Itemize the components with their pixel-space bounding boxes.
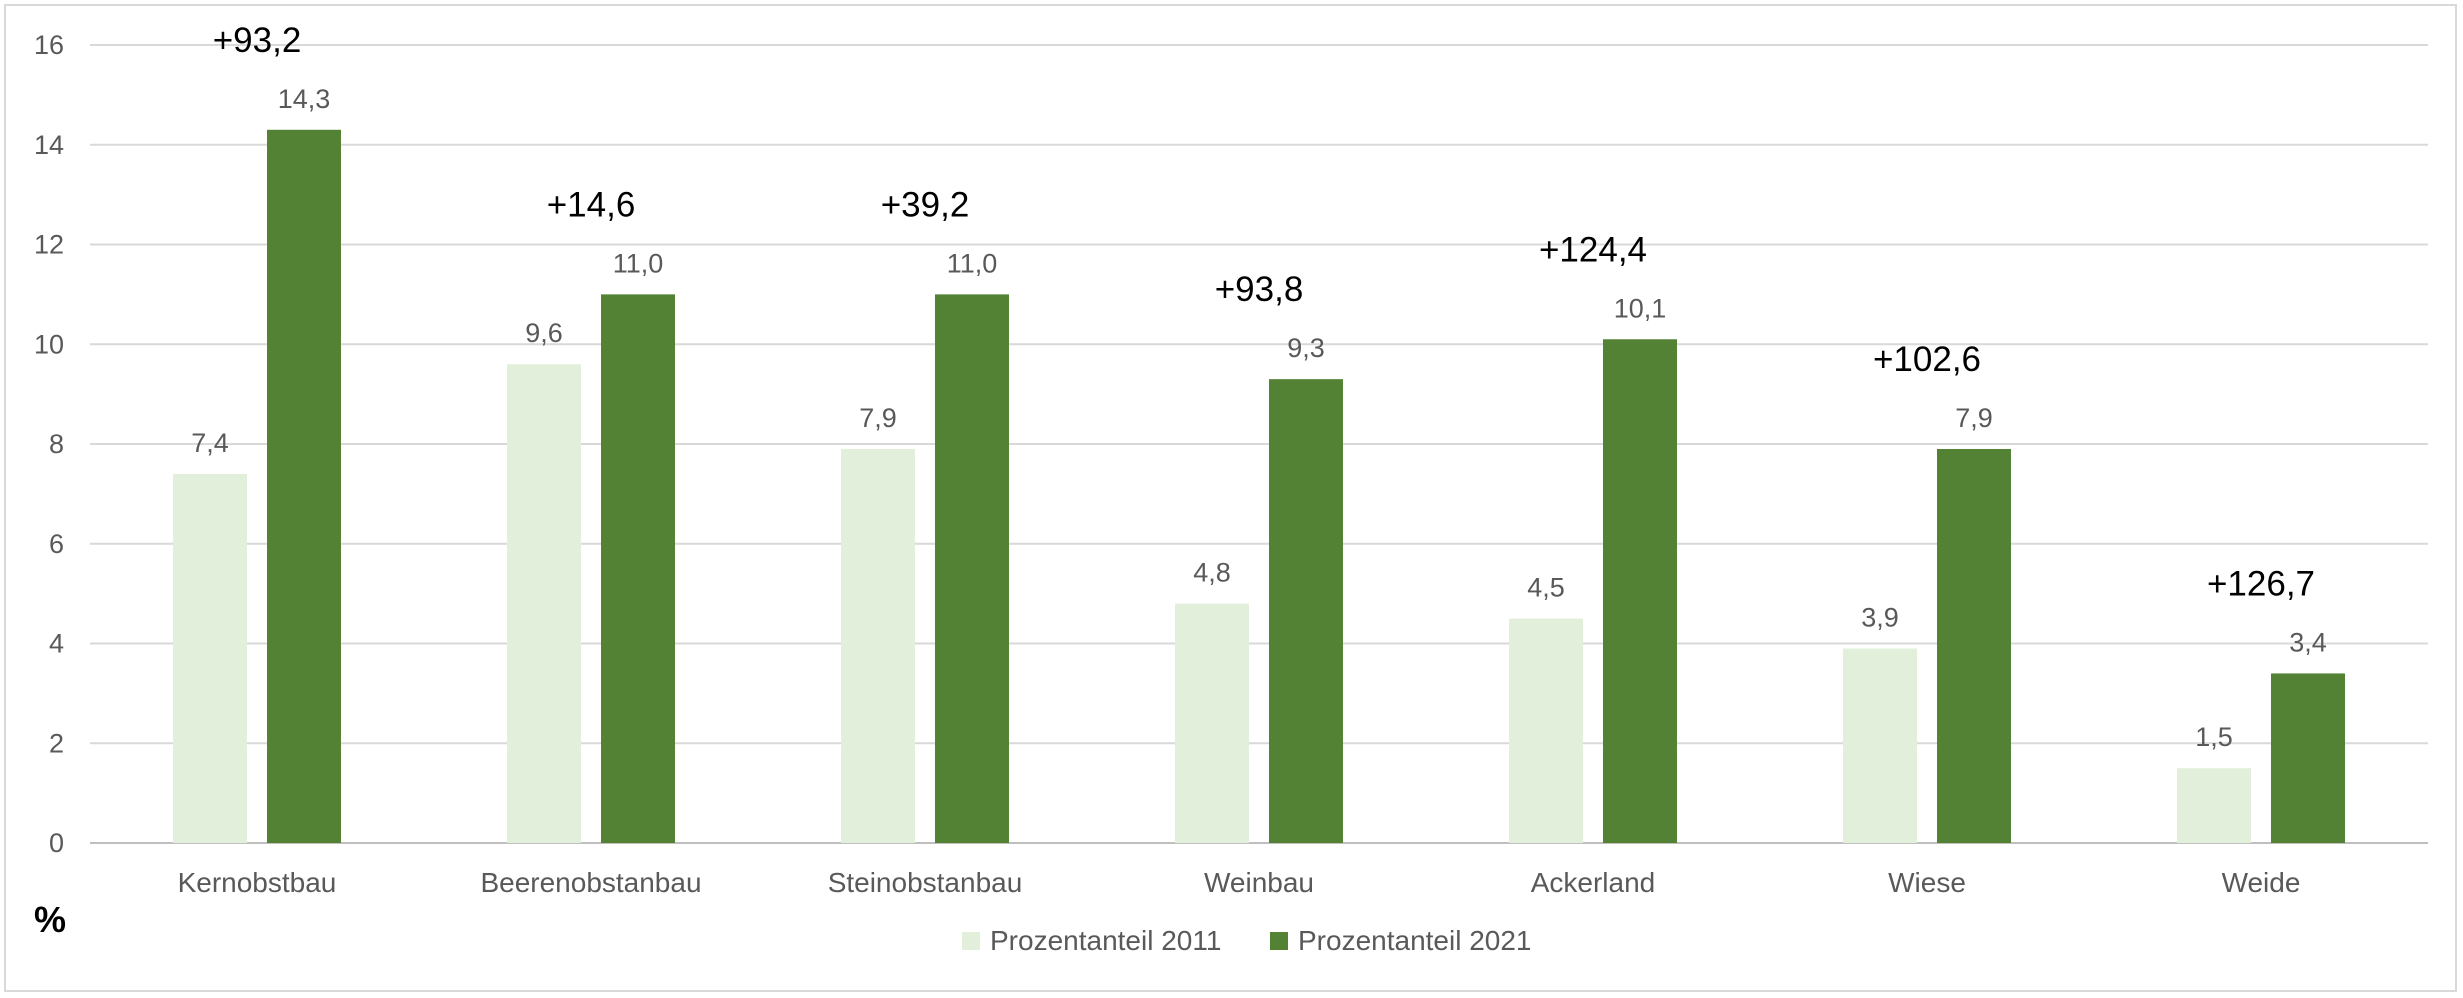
bar-2021 <box>601 294 675 843</box>
x-category-label: Ackerland <box>1531 867 1656 898</box>
bar-2011 <box>1175 603 1249 843</box>
x-category-label: Wiese <box>1888 867 1966 898</box>
data-label: 10,1 <box>1614 293 1667 323</box>
x-axis-categories: Kernobstbau Beerenobstanbau Steinobstanbau… <box>178 867 2301 898</box>
bar-2021 <box>1603 339 1677 843</box>
bar-2021 <box>935 294 1009 843</box>
legend-swatch-2021 <box>1270 932 1288 950</box>
y-tick-label: 16 <box>34 30 64 60</box>
bar-2021 <box>1269 379 1343 843</box>
change-label: +126,7 <box>2207 564 2315 603</box>
bar-2011 <box>841 448 915 843</box>
y-tick-label: 0 <box>49 828 64 858</box>
y-tick-label: 8 <box>49 429 64 459</box>
change-label: +93,2 <box>213 21 302 60</box>
data-label: 14,3 <box>278 84 331 114</box>
y-tick-label: 12 <box>34 230 64 260</box>
bar-2011 <box>173 473 247 843</box>
data-label: 3,9 <box>1861 602 1899 632</box>
data-label: 9,6 <box>525 318 563 348</box>
bar-2011 <box>507 364 581 843</box>
x-category-label: Steinobstanbau <box>828 867 1023 898</box>
data-label: 3,4 <box>2289 627 2327 657</box>
y-axis-unit-label: % <box>34 899 66 940</box>
data-label: 9,3 <box>1287 333 1325 363</box>
bars <box>173 129 2345 844</box>
y-tick-label: 2 <box>49 728 64 758</box>
legend: Prozentanteil 2011 Prozentanteil 2021 <box>962 925 1532 956</box>
data-label: 11,0 <box>613 248 664 278</box>
data-label: 4,8 <box>1193 558 1231 588</box>
change-label: +124,4 <box>1539 230 1647 269</box>
data-label: 1,5 <box>2195 722 2233 752</box>
y-tick-label: 4 <box>49 629 64 659</box>
bar-2011 <box>2177 768 2251 843</box>
data-label: 4,5 <box>1527 573 1565 603</box>
y-tick-label: 10 <box>34 329 64 359</box>
data-label: 7,9 <box>1955 403 1993 433</box>
legend-swatch-2011 <box>962 932 980 950</box>
legend-label: Prozentanteil 2011 <box>990 925 1221 956</box>
change-labels: +93,2 +14,6 +39,2 +93,8 +124,4 +102,6 +126,7 <box>213 21 2315 604</box>
data-label: 7,4 <box>191 428 229 458</box>
gridlines <box>90 44 2428 844</box>
y-tick-label: 6 <box>49 529 64 559</box>
bar-2021 <box>2271 673 2345 843</box>
x-category-label: Kernobstbau <box>178 867 337 898</box>
change-label: +14,6 <box>547 185 636 224</box>
y-tick-label: 14 <box>34 130 64 160</box>
x-category-label: Beerenobstanbau <box>480 867 701 898</box>
data-label: 11,0 <box>947 248 998 278</box>
bar-2021 <box>267 129 341 844</box>
legend-label: Prozentanteil 2021 <box>1298 925 1532 956</box>
bar-2011 <box>1509 618 1583 843</box>
y-axis-ticks: 0 2 4 6 8 10 12 14 16 <box>34 30 64 858</box>
change-label: +93,8 <box>1215 270 1304 309</box>
change-label: +39,2 <box>881 185 970 224</box>
bar-2011 <box>1843 648 1917 843</box>
x-category-label: Weinbau <box>1204 867 1314 898</box>
data-label: 7,9 <box>859 403 897 433</box>
change-label: +102,6 <box>1873 340 1981 379</box>
data-labels: 7,4 14,3 9,6 11,0 7,9 11,0 4,8 9,3 4,5 10,1 3,9 7,9… <box>191 84 2327 752</box>
bar-2021 <box>1937 448 2011 843</box>
x-category-label: Weide <box>2222 867 2301 898</box>
